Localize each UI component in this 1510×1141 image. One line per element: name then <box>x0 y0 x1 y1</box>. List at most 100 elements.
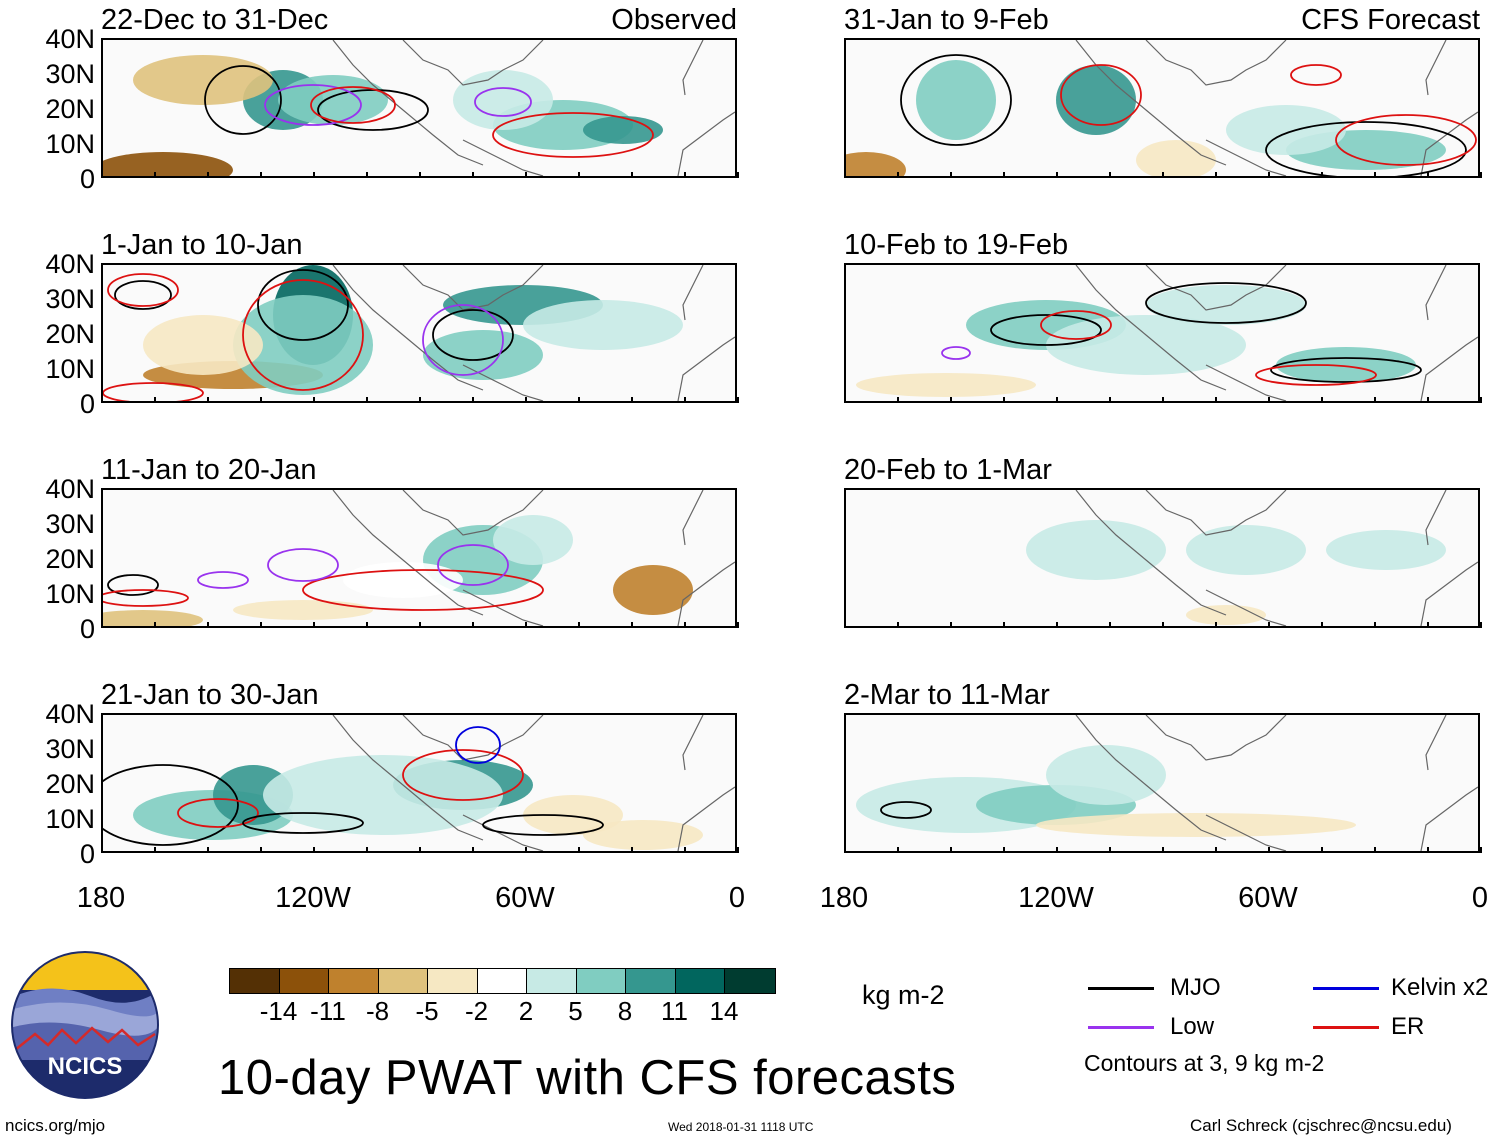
x-tick-mark <box>1374 397 1376 403</box>
footer-url[interactable]: ncics.org/mjo <box>5 1116 106 1135</box>
panel-title: 11-Jan to 20-Jan <box>101 454 317 486</box>
contour-line <box>990 314 1102 346</box>
footer-author: Carl Schreck (cjschrec@ncsu.edu) <box>1190 1116 1452 1135</box>
x-tick-mark <box>101 847 103 853</box>
contour-line <box>107 574 159 596</box>
x-tick-mark <box>366 397 368 403</box>
y-tick-label: 0 <box>79 164 95 194</box>
x-tick-mark <box>578 622 580 628</box>
x-tick-mark <box>313 172 315 178</box>
x-tick-mark <box>1162 847 1164 853</box>
x-tick-mark <box>1003 847 1005 853</box>
x-tick-mark <box>1480 847 1482 853</box>
ncics-logo: NCICS <box>11 951 159 1099</box>
contour-line <box>900 54 1012 146</box>
x-tick-mark <box>897 622 899 628</box>
anomaly-shade <box>1046 315 1246 375</box>
contour-line <box>402 749 524 801</box>
x-tick-mark <box>1427 622 1429 628</box>
anomaly-shade <box>143 315 263 375</box>
y-tick-label: 30N <box>45 284 95 314</box>
map-panel <box>101 38 737 178</box>
x-tick-mark <box>1003 622 1005 628</box>
y-tick-label: 20N <box>45 94 95 124</box>
x-tick-mark <box>897 397 899 403</box>
colorbar-swatch <box>675 969 725 993</box>
y-tick-label: 40N <box>45 24 95 54</box>
x-tick-mark <box>366 172 368 178</box>
x-tick-mark <box>737 847 739 853</box>
y-tick-label: 20N <box>45 544 95 574</box>
contour-line <box>107 273 179 307</box>
colorbar-label: -11 <box>310 996 346 1026</box>
panel-title: 2-Mar to 11-Mar <box>844 679 1050 711</box>
anomaly-shade <box>583 116 663 144</box>
colorbar-swatch <box>626 969 676 993</box>
x-tick-mark <box>1215 622 1217 628</box>
anomaly-shade <box>493 515 573 565</box>
anomaly-shade <box>1326 530 1446 570</box>
contour-line <box>114 280 172 310</box>
x-tick-mark <box>525 622 527 628</box>
legend-mjo-label: MJO <box>1170 974 1221 1001</box>
map-panel <box>844 263 1480 403</box>
anomaly-shade <box>343 562 463 598</box>
x-tick-mark <box>631 172 633 178</box>
anomaly-shade <box>278 75 388 125</box>
x-tick-mark <box>1268 622 1270 628</box>
x-tick-mark <box>207 622 209 628</box>
anomaly-shade <box>1136 140 1216 176</box>
map-panel-grid: 22-Dec to 31-Dec Observed 40N 30N 20N 10N 0 1-J… <box>45 4 1488 913</box>
panel-tag: CFS Forecast <box>1301 4 1480 36</box>
x-tick-mark <box>1427 172 1429 178</box>
x-tick-mark <box>1268 172 1270 178</box>
contour-line <box>177 798 259 828</box>
x-tick-mark <box>950 847 952 853</box>
legend-kelvin-label: Kelvin x2 <box>1391 974 1489 1001</box>
x-tick-mark <box>1056 622 1058 628</box>
map-panel <box>844 713 1480 853</box>
x-tick-mark <box>154 172 156 178</box>
colorbar <box>229 968 776 994</box>
x-tick-mark <box>897 847 899 853</box>
contour-line <box>482 814 604 836</box>
contour-line <box>474 87 532 117</box>
x-tick-mark <box>1215 847 1217 853</box>
x-tick-mark <box>631 397 633 403</box>
x-tick-mark <box>1003 172 1005 178</box>
contour-line <box>302 569 544 611</box>
anomaly-shade <box>856 373 1036 397</box>
panel-title: 21-Jan to 30-Jan <box>101 679 319 711</box>
anomaly-shade <box>1186 525 1306 575</box>
pwat-anomaly-map <box>846 40 1478 176</box>
coastline <box>332 40 735 176</box>
main-title: 10-day PWAT with CFS forecasts <box>218 1051 957 1105</box>
colorbar-swatch <box>230 969 280 993</box>
legend-mjo-line <box>1088 987 1154 990</box>
x-tick-mark <box>525 397 527 403</box>
x-tick-mark <box>1374 622 1376 628</box>
anomaly-shade <box>133 55 273 105</box>
contour-line <box>1335 114 1477 166</box>
x-tick-mark <box>260 397 262 403</box>
colorbar-label: 2 <box>518 996 534 1026</box>
contour-line <box>1145 282 1307 324</box>
x-tick-mark <box>1003 397 1005 403</box>
colorbar-swatch <box>279 969 329 993</box>
coastline <box>1075 40 1478 176</box>
x-tick-mark <box>101 622 103 628</box>
y-tick-label: 40N <box>45 474 95 504</box>
legend-low-line <box>1088 1026 1154 1029</box>
x-tick-mark <box>154 847 156 853</box>
colorbar-label: 11 <box>661 996 688 1026</box>
x-tick-mark <box>631 622 633 628</box>
colorbar-label: 14 <box>709 996 739 1026</box>
y-tick-label: 0 <box>79 839 95 869</box>
x-tick-mark <box>101 172 103 178</box>
contour-line <box>455 726 501 764</box>
pwat-anomaly-map <box>103 490 735 626</box>
x-tick-label: 60W <box>495 882 555 914</box>
x-tick-mark <box>1056 397 1058 403</box>
x-tick-label: 60W <box>1238 882 1298 914</box>
x-tick-mark <box>1056 172 1058 178</box>
